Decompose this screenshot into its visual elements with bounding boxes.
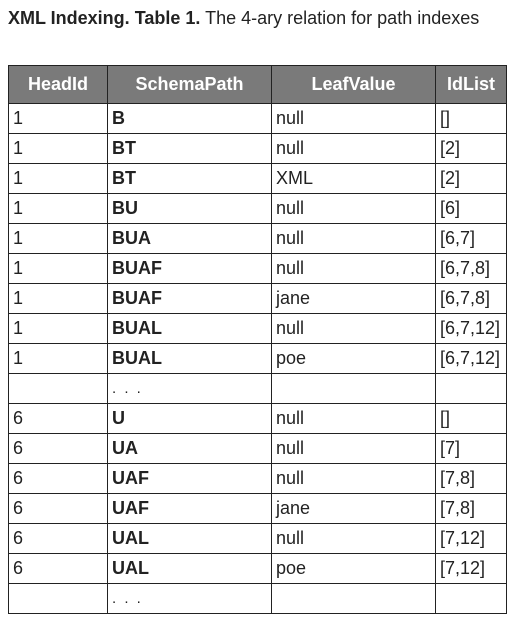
- cell-idlist: [7,12]: [435, 523, 507, 554]
- cell-idlist: [435, 583, 507, 614]
- cell-leafvalue: null: [271, 313, 436, 344]
- cell-leafvalue: jane: [271, 283, 436, 314]
- cell-schemapath: BUA: [107, 223, 272, 254]
- cell-idlist: [7,12]: [435, 553, 507, 584]
- cell-leafvalue: null: [271, 193, 436, 224]
- cell-headid: [8, 583, 108, 614]
- table-row: 1 BUAF null [6,7,8]: [8, 253, 507, 284]
- table-row: 1 BUA null [6,7]: [8, 223, 507, 254]
- cell-schemapath: . . .: [107, 373, 272, 404]
- cell-schemapath: BT: [107, 163, 272, 194]
- cell-leafvalue: [271, 583, 436, 614]
- cell-idlist: [2]: [435, 163, 507, 194]
- cell-schemapath: BUAL: [107, 313, 272, 344]
- cell-leafvalue: null: [271, 433, 436, 464]
- cell-headid: 6: [8, 433, 108, 464]
- cell-headid: 6: [8, 463, 108, 494]
- cell-leafvalue: null: [271, 253, 436, 284]
- header-idlist: IdList: [435, 65, 507, 104]
- cell-idlist: [7]: [435, 433, 507, 464]
- caption-table-number: Table 1.: [134, 8, 201, 28]
- cell-schemapath: UAL: [107, 523, 272, 554]
- cell-schemapath: BUAF: [107, 283, 272, 314]
- table-row: 6 UAL null [7,12]: [8, 523, 507, 554]
- cell-schemapath: BUAF: [107, 253, 272, 284]
- table-row: 1 BUAL poe [6,7,12]: [8, 343, 507, 374]
- cell-schemapath: . . .: [107, 583, 272, 614]
- cell-headid: 1: [8, 343, 108, 374]
- cell-headid: 1: [8, 133, 108, 164]
- cell-headid: 1: [8, 193, 108, 224]
- cell-headid: 6: [8, 553, 108, 584]
- table-row: 6 UAL poe [7,12]: [8, 553, 507, 584]
- cell-headid: 6: [8, 403, 108, 434]
- table-row: . . .: [8, 583, 507, 614]
- cell-idlist: [7,8]: [435, 463, 507, 494]
- cell-idlist: []: [435, 103, 507, 134]
- table-row: . . .: [8, 373, 507, 404]
- table-row: 6 UAF jane [7,8]: [8, 493, 507, 524]
- cell-headid: 1: [8, 103, 108, 134]
- cell-headid: 1: [8, 163, 108, 194]
- cell-headid: [8, 373, 108, 404]
- cell-headid: 6: [8, 523, 108, 554]
- table-header-row: HeadId SchemaPath LeafValue IdList: [8, 65, 507, 104]
- caption-label: XML Indexing.: [8, 8, 130, 28]
- cell-schemapath: BT: [107, 133, 272, 164]
- header-headid: HeadId: [8, 65, 108, 104]
- table-row: 1 BUAF jane [6,7,8]: [8, 283, 507, 314]
- cell-idlist: [2]: [435, 133, 507, 164]
- header-schemapath: SchemaPath: [107, 65, 272, 104]
- cell-schemapath: U: [107, 403, 272, 434]
- cell-leafvalue: null: [271, 133, 436, 164]
- cell-idlist: [6,7,8]: [435, 283, 507, 314]
- cell-idlist: [435, 373, 507, 404]
- cell-leafvalue: null: [271, 463, 436, 494]
- table-caption: XML Indexing. Table 1. The 4-ary relatio…: [8, 4, 508, 33]
- cell-schemapath: UAL: [107, 553, 272, 584]
- cell-headid: 1: [8, 253, 108, 284]
- cell-leafvalue: XML: [271, 163, 436, 194]
- cell-leafvalue: [271, 373, 436, 404]
- cell-idlist: [6,7,8]: [435, 253, 507, 284]
- table-row: 1 BUAL null [6,7,12]: [8, 313, 507, 344]
- table-row: 6 UA null [7]: [8, 433, 507, 464]
- cell-schemapath: UAF: [107, 493, 272, 524]
- cell-leafvalue: poe: [271, 343, 436, 374]
- cell-leafvalue: null: [271, 223, 436, 254]
- table-row: 1 BU null [6]: [8, 193, 507, 224]
- cell-schemapath: B: [107, 103, 272, 134]
- cell-schemapath: UA: [107, 433, 272, 464]
- table-row: 1 BT XML [2]: [8, 163, 507, 194]
- table-row: 1 BT null [2]: [8, 133, 507, 164]
- cell-leafvalue: null: [271, 403, 436, 434]
- cell-schemapath: UAF: [107, 463, 272, 494]
- cell-idlist: [6]: [435, 193, 507, 224]
- cell-leafvalue: null: [271, 103, 436, 134]
- cell-idlist: [6,7]: [435, 223, 507, 254]
- cell-leafvalue: jane: [271, 493, 436, 524]
- header-leafvalue: LeafValue: [271, 65, 436, 104]
- cell-headid: 1: [8, 313, 108, 344]
- cell-headid: 1: [8, 223, 108, 254]
- cell-idlist: [7,8]: [435, 493, 507, 524]
- cell-idlist: []: [435, 403, 507, 434]
- cell-leafvalue: poe: [271, 553, 436, 584]
- caption-description: The 4-ary relation for path indexes: [205, 8, 480, 28]
- cell-leafvalue: null: [271, 523, 436, 554]
- table-row: 6 UAF null [7,8]: [8, 463, 507, 494]
- cell-idlist: [6,7,12]: [435, 313, 507, 344]
- cell-schemapath: BUAL: [107, 343, 272, 374]
- cell-headid: 6: [8, 493, 108, 524]
- cell-schemapath: BU: [107, 193, 272, 224]
- cell-headid: 1: [8, 283, 108, 314]
- cell-idlist: [6,7,12]: [435, 343, 507, 374]
